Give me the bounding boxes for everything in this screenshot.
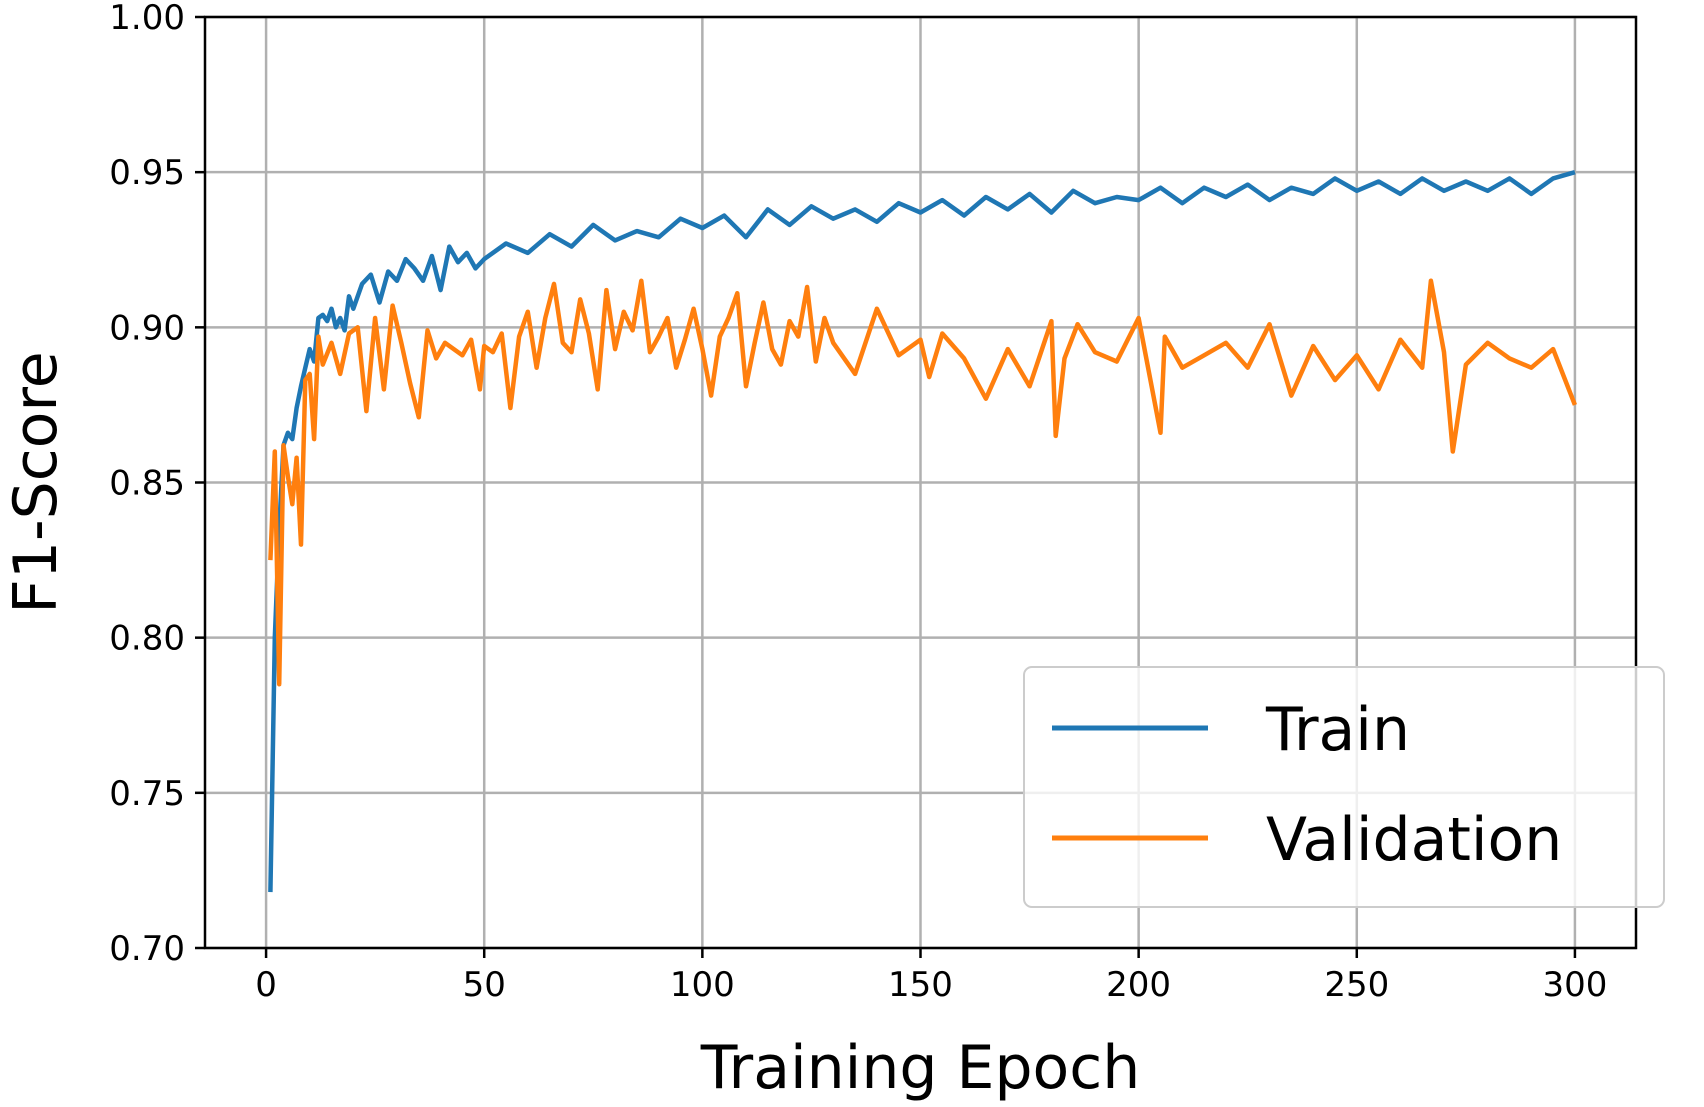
legend: Train Validation — [1023, 666, 1665, 908]
series-line-train — [268, 170, 1576, 893]
x-tick-label: 100 — [670, 965, 735, 1005]
y-tick-label: 0.95 — [109, 153, 185, 193]
y-tick-label: 0.85 — [109, 464, 185, 504]
y-axis-title: F1-Score — [1, 351, 71, 613]
y-tick-label: 0.70 — [109, 929, 185, 969]
x-tick-label: 150 — [888, 965, 953, 1005]
legend-label-train: Train — [1265, 695, 1410, 765]
x-tick-label: 0 — [255, 965, 277, 1005]
series-layer — [268, 170, 1577, 893]
x-axis-title: Training Epoch — [700, 1033, 1141, 1103]
y-axis-ticks: 0.70 0.75 0.80 0.85 0.90 0.95 1.00 — [109, 0, 205, 969]
y-tick-label: 0.80 — [109, 619, 185, 659]
x-tick-label: 300 — [1542, 965, 1607, 1005]
x-tick-label: 250 — [1324, 965, 1389, 1005]
series-line-validation — [268, 278, 1577, 687]
legend-label-validation: Validation — [1266, 805, 1562, 875]
y-tick-label: 1.00 — [109, 0, 185, 38]
y-tick-label: 0.75 — [109, 774, 185, 814]
x-tick-label: 50 — [463, 965, 506, 1005]
y-tick-label: 0.90 — [109, 308, 185, 348]
x-tick-label: 200 — [1106, 965, 1171, 1005]
x-axis-ticks: 0 50 100 150 200 250 300 — [255, 948, 1607, 1005]
